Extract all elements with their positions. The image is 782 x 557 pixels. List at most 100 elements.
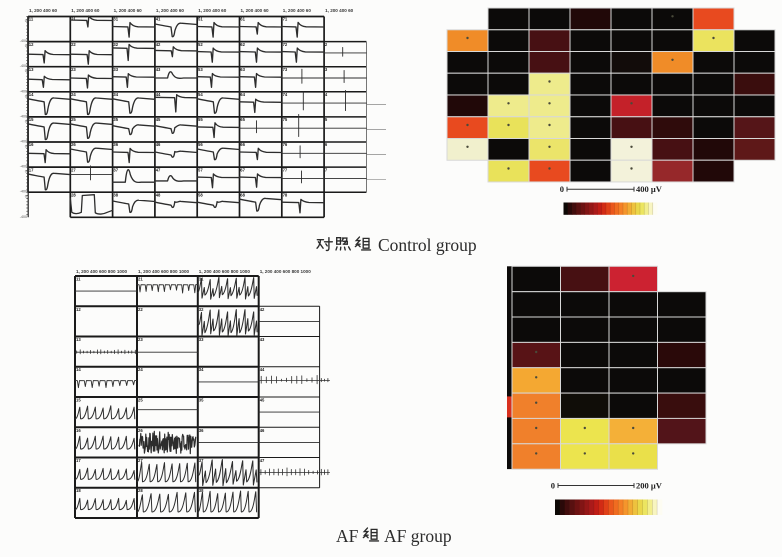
- svg-text:7: 7: [325, 167, 328, 172]
- svg-text:0: 0: [25, 118, 28, 123]
- svg-text:41: 41: [156, 17, 161, 22]
- svg-text:1, 200 400 60: 1, 200 400 60: [156, 8, 185, 13]
- svg-text:34: 34: [199, 367, 204, 372]
- svg-text:1, 200 400 60: 1, 200 400 60: [29, 8, 58, 13]
- svg-text:11: 11: [76, 277, 81, 282]
- svg-text:-400: -400: [20, 140, 27, 144]
- svg-text:15: 15: [76, 398, 81, 403]
- svg-text:44: 44: [260, 367, 265, 372]
- svg-text:46: 46: [260, 428, 265, 433]
- svg-text:-400: -400: [20, 114, 27, 118]
- svg-text:2: 2: [325, 42, 328, 47]
- svg-text:24: 24: [138, 367, 143, 372]
- svg-text:AF group: AF group: [384, 526, 452, 546]
- svg-text:51: 51: [198, 17, 203, 22]
- svg-text:3: 3: [325, 67, 328, 72]
- svg-text:65: 65: [240, 117, 245, 122]
- svg-text:15: 15: [29, 117, 34, 122]
- svg-text:27: 27: [138, 458, 143, 463]
- svg-text:1, 200 400 60: 1, 200 400 60: [283, 8, 312, 13]
- svg-text:0: 0: [551, 481, 555, 491]
- svg-text:400 μV: 400 μV: [636, 184, 663, 194]
- svg-text:1, 200 400 600 800 1000: 1, 200 400 600 800 1000: [76, 269, 128, 274]
- svg-text:47: 47: [260, 458, 265, 463]
- svg-text:37: 37: [199, 458, 204, 463]
- svg-text:0: 0: [25, 144, 28, 149]
- svg-text:5: 5: [325, 117, 328, 122]
- svg-text:14: 14: [76, 367, 81, 372]
- svg-text:13: 13: [29, 67, 34, 72]
- svg-text:17: 17: [76, 458, 81, 463]
- svg-text:1, 200 400 60: 1, 200 400 60: [198, 8, 227, 13]
- svg-text:16: 16: [76, 428, 81, 433]
- svg-text:-400: -400: [20, 39, 27, 43]
- svg-text:43: 43: [156, 67, 161, 72]
- svg-text:72: 72: [283, 42, 288, 47]
- svg-text:45: 45: [260, 398, 265, 403]
- svg-text:12: 12: [76, 307, 81, 312]
- svg-text:61: 61: [240, 17, 245, 22]
- svg-text:32: 32: [113, 42, 118, 47]
- svg-text:22: 22: [138, 307, 143, 312]
- svg-text:24: 24: [71, 92, 76, 97]
- svg-text:42: 42: [260, 307, 265, 312]
- svg-text:26: 26: [71, 142, 76, 147]
- svg-text:21: 21: [138, 277, 143, 282]
- svg-text:28: 28: [71, 192, 76, 197]
- svg-text:31: 31: [199, 277, 204, 282]
- svg-text:71: 71: [283, 17, 288, 22]
- svg-text:0: 0: [25, 93, 28, 98]
- svg-text:4: 4: [325, 92, 328, 97]
- svg-text:77: 77: [283, 167, 288, 172]
- svg-text:1, 200 400 60: 1, 200 400 60: [325, 8, 354, 13]
- svg-text:14: 14: [29, 92, 34, 97]
- svg-text:75: 75: [283, 117, 288, 122]
- svg-text:43: 43: [260, 337, 265, 342]
- svg-text:1, 200 400 60: 1, 200 400 60: [114, 8, 143, 13]
- svg-text:57: 57: [198, 167, 203, 172]
- svg-text:21: 21: [71, 17, 76, 22]
- svg-text:11: 11: [29, 17, 34, 22]
- svg-text:53: 53: [198, 67, 203, 72]
- svg-text:18: 18: [76, 488, 81, 493]
- svg-text:55: 55: [198, 117, 203, 122]
- svg-text:45: 45: [156, 117, 161, 122]
- svg-text:0: 0: [25, 169, 28, 174]
- svg-text:-400: -400: [20, 215, 27, 219]
- svg-text:0: 0: [25, 43, 28, 48]
- svg-text:66: 66: [240, 142, 245, 147]
- svg-text:1, 200 400 600 800 1000: 1, 200 400 600 800 1000: [260, 269, 312, 274]
- svg-text:54: 54: [198, 92, 203, 97]
- svg-text:73: 73: [283, 67, 288, 72]
- svg-text:42: 42: [156, 42, 161, 47]
- svg-text:0: 0: [25, 18, 28, 23]
- svg-text:33: 33: [113, 67, 118, 72]
- svg-text:-400: -400: [20, 64, 27, 68]
- svg-text:47: 47: [156, 167, 161, 172]
- svg-text:0: 0: [25, 194, 28, 199]
- svg-text:74: 74: [283, 92, 288, 97]
- svg-text:52: 52: [198, 42, 203, 47]
- svg-text:200 μV: 200 μV: [636, 481, 663, 491]
- svg-text:Control group: Control group: [378, 235, 477, 255]
- svg-text:38: 38: [199, 488, 204, 493]
- svg-text:58: 58: [198, 192, 203, 197]
- svg-text:23: 23: [138, 337, 143, 342]
- svg-text:27: 27: [71, 167, 76, 172]
- svg-text:13: 13: [76, 337, 81, 342]
- svg-text:46: 46: [156, 142, 161, 147]
- svg-text:25: 25: [138, 398, 143, 403]
- svg-text:37: 37: [113, 167, 118, 172]
- svg-text:AF: AF: [336, 526, 359, 546]
- svg-text:33: 33: [199, 337, 204, 342]
- svg-text:-400: -400: [20, 165, 27, 169]
- svg-text:62: 62: [240, 42, 245, 47]
- svg-text:68: 68: [240, 192, 245, 197]
- svg-text:31: 31: [113, 17, 118, 22]
- svg-text:38: 38: [113, 192, 118, 197]
- svg-text:0: 0: [560, 184, 564, 194]
- svg-text:36: 36: [199, 428, 204, 433]
- svg-text:-400: -400: [20, 89, 27, 93]
- svg-text:56: 56: [198, 142, 203, 147]
- svg-text:48: 48: [156, 192, 161, 197]
